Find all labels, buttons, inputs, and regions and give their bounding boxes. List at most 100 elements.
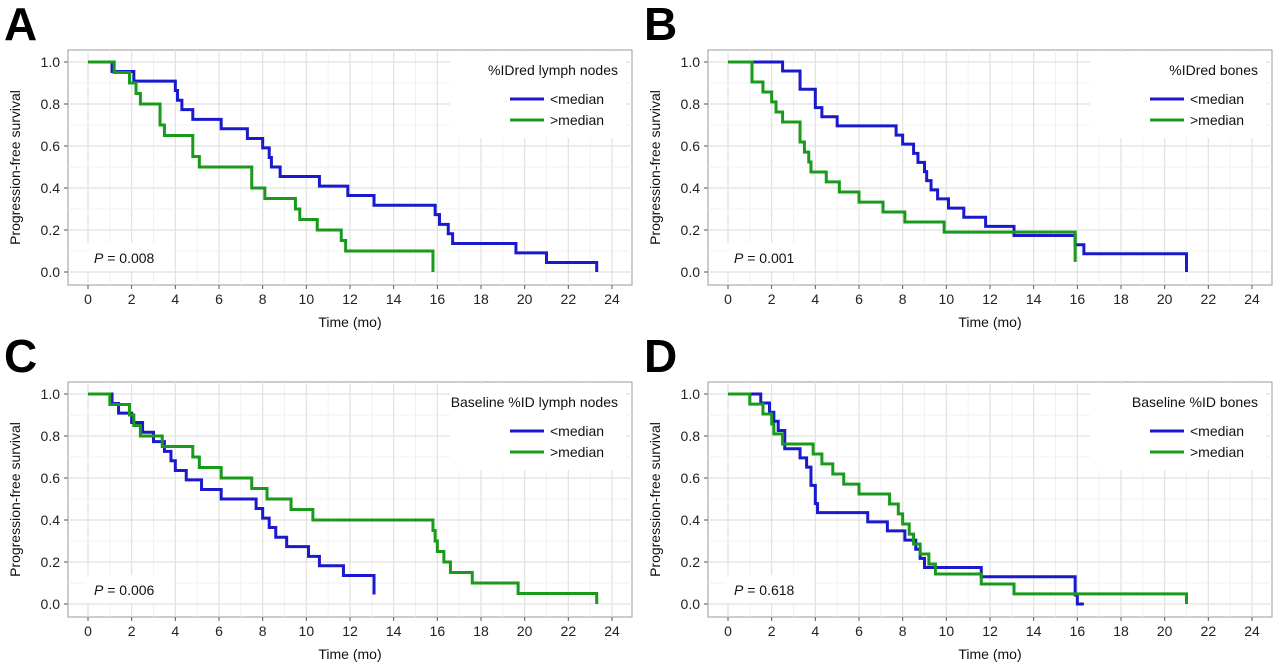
x-tick-label: 8 xyxy=(259,623,267,639)
km-curve-above-median xyxy=(88,392,599,604)
x-tick-label: 8 xyxy=(899,291,907,307)
x-tick-label: 4 xyxy=(811,291,819,307)
p-value-number: = 0.008 xyxy=(103,250,154,266)
chart-svg: 0 2 4 6 8 10 12 14 16 18 20 22 240.00.20.40.60.81.0T… xyxy=(644,332,1273,662)
p-value-text: P = 0.001 xyxy=(734,250,795,266)
x-tick-label: 22 xyxy=(561,623,577,639)
y-tick-label: 0.4 xyxy=(681,512,701,528)
legend-entry-label: <median xyxy=(1190,91,1244,107)
p-value-label: P = 0.006 xyxy=(86,575,172,603)
x-tick-label: 10 xyxy=(299,623,315,639)
x-tick-label: 18 xyxy=(1113,291,1129,307)
x-tick-label: 20 xyxy=(517,291,533,307)
legend-box xyxy=(450,384,626,470)
km-curve-below-median xyxy=(728,392,1084,606)
legend-box xyxy=(1090,52,1266,138)
p-value-symbol: P xyxy=(734,582,744,598)
x-tick-label: 6 xyxy=(215,623,223,639)
p-value-label: P = 0.008 xyxy=(86,243,172,271)
x-tick-label: 0 xyxy=(724,291,732,307)
km-curve-above-median xyxy=(88,60,435,272)
km-curve-below-median xyxy=(88,392,376,595)
y-tick-label: 0.8 xyxy=(41,96,61,112)
y-tick-label: 0.4 xyxy=(41,512,61,528)
x-tick-label: 20 xyxy=(1157,623,1173,639)
p-value-box xyxy=(726,575,812,603)
legend-entry-label: >median xyxy=(550,112,604,128)
y-tick-label: 0.8 xyxy=(681,428,701,444)
p-value-label: P = 0.001 xyxy=(726,243,812,271)
x-tick-label: 24 xyxy=(1244,291,1260,307)
p-value-symbol: P xyxy=(94,582,104,598)
chart-svg: 0 2 4 6 8 10 12 14 16 18 20 22 240.00.20.40.60.81.0T… xyxy=(644,0,1273,330)
x-tick-label: 6 xyxy=(855,291,863,307)
panel-letter: A xyxy=(4,0,37,50)
x-tick-label: 6 xyxy=(215,291,223,307)
p-value-number: = 0.001 xyxy=(743,250,794,266)
x-axis-title: Time (mo) xyxy=(958,646,1021,662)
gridlines xyxy=(708,382,1272,617)
y-tick-label: 0.8 xyxy=(41,428,61,444)
legend: Baseline %ID bones <median >median xyxy=(1090,384,1266,470)
y-axis-title: Progression-free survival xyxy=(647,90,663,245)
panel-b: 0 2 4 6 8 10 12 14 16 18 20 22 24 0.0 0.2 0.4 0.6 0.8 1.0 T… xyxy=(640,0,1280,332)
x-tick-label: 12 xyxy=(342,291,358,307)
x-tick-label: 0 xyxy=(84,623,92,639)
x-tick-label: 10 xyxy=(939,623,955,639)
x-tick-label: 10 xyxy=(939,291,955,307)
x-tick-label: 6 xyxy=(855,623,863,639)
y-tick-label: 0.2 xyxy=(681,554,701,570)
x-axis-title: Time (mo) xyxy=(318,646,381,662)
p-value-text: P = 0.618 xyxy=(734,582,795,598)
legend-entry-label: >median xyxy=(550,444,604,460)
x-tick-label: 16 xyxy=(1070,291,1086,307)
y-tick-label: 0.0 xyxy=(681,264,701,280)
legend-title: %IDred bones xyxy=(1169,62,1258,78)
p-value-text: P = 0.008 xyxy=(94,250,155,266)
x-axis-title: Time (mo) xyxy=(958,314,1021,330)
y-tick-label: 0.2 xyxy=(41,554,61,570)
x-tick-label: 12 xyxy=(342,623,358,639)
x-tick-label: 16 xyxy=(430,291,446,307)
km-curve-below-median xyxy=(728,60,1188,272)
x-tick-label: 2 xyxy=(768,623,776,639)
legend-title: %IDred lymph nodes xyxy=(488,62,618,78)
y-tick-label: 0.8 xyxy=(681,96,701,112)
x-tick-label: 12 xyxy=(982,291,998,307)
y-tick-label: 0.6 xyxy=(41,138,61,154)
p-value-symbol: P xyxy=(734,250,744,266)
x-tick-label: 14 xyxy=(386,291,402,307)
x-tick-label: 14 xyxy=(1026,623,1042,639)
x-tick-label: 12 xyxy=(982,623,998,639)
p-value-box xyxy=(86,575,172,603)
p-value-text: P = 0.006 xyxy=(94,582,155,598)
panel-c: 0 2 4 6 8 10 12 14 16 18 20 22 24 0.0 0.2 0.4 0.6 0.8 1.0 T… xyxy=(0,332,640,664)
km-curve-above-median xyxy=(728,392,1188,604)
legend: %IDred bones <median >median xyxy=(1090,52,1266,138)
legend-box xyxy=(1090,384,1266,470)
chart-svg: 0 2 4 6 8 10 12 14 16 18 20 22 240.00.20.40.60.81.0T… xyxy=(4,332,633,662)
x-tick-label: 4 xyxy=(811,623,819,639)
legend: %IDred lymph nodes <median >median xyxy=(450,52,626,138)
x-tick-label: 24 xyxy=(1244,623,1260,639)
y-tick-label: 0.6 xyxy=(681,138,701,154)
y-tick-label: 0.2 xyxy=(41,222,61,238)
p-value-symbol: P xyxy=(94,250,104,266)
y-tick-label: 1.0 xyxy=(41,386,61,402)
y-tick-label: 0.2 xyxy=(681,222,701,238)
panel-d: 0 2 4 6 8 10 12 14 16 18 20 22 24 0.0 0.2 0.4 0.6 0.8 1.0 T… xyxy=(640,332,1280,664)
legend-entry-label: <median xyxy=(1190,423,1244,439)
y-axis-title: Progression-free survival xyxy=(647,422,663,577)
y-tick-label: 1.0 xyxy=(681,54,701,70)
legend-entry-label: <median xyxy=(550,423,604,439)
x-tick-label: 14 xyxy=(1026,291,1042,307)
legend-title: Baseline %ID bones xyxy=(1132,394,1258,410)
x-axis-title: Time (mo) xyxy=(318,314,381,330)
x-tick-label: 22 xyxy=(1201,291,1217,307)
x-tick-label: 24 xyxy=(604,291,620,307)
x-tick-label: 24 xyxy=(604,623,620,639)
y-tick-label: 0.6 xyxy=(41,470,61,486)
legend-title: Baseline %ID lymph nodes xyxy=(451,394,618,410)
p-value-box xyxy=(86,243,172,271)
